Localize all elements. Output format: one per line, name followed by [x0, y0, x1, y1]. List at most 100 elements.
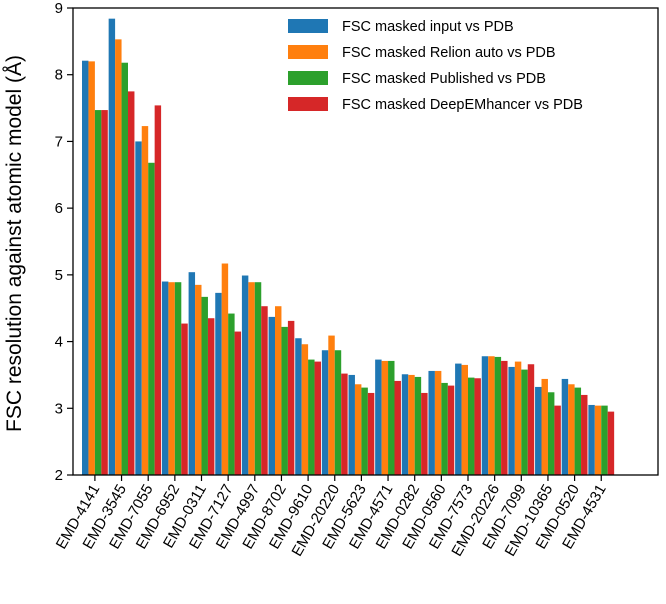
bar: [361, 387, 368, 475]
bar: [514, 361, 522, 475]
legend-label: FSC masked DeepEMhancer vs PDB: [342, 97, 583, 113]
bar: [581, 394, 588, 475]
y-tick-label: 2: [55, 467, 63, 484]
y-tick-label: 3: [55, 400, 63, 417]
bar: [561, 378, 569, 475]
bar: [275, 306, 282, 475]
bar: [308, 359, 315, 475]
bar: [115, 39, 122, 476]
bar: [474, 378, 481, 475]
bar: [488, 356, 495, 475]
legend-label: FSC masked Published vs PDB: [342, 71, 546, 87]
bar: [314, 361, 321, 475]
bar: [568, 384, 575, 475]
legend-swatch: [288, 97, 328, 111]
bar: [148, 162, 155, 475]
bar: [607, 411, 615, 475]
bar: [234, 331, 242, 475]
legend-label: FSC masked input vs PDB: [342, 19, 514, 35]
plot-frame: [72, 7, 659, 476]
bar: [481, 356, 489, 475]
bar: [101, 110, 108, 475]
bar: [447, 385, 455, 475]
bar: [508, 366, 515, 475]
y-tick-label: 9: [55, 0, 63, 17]
bar: [328, 335, 335, 475]
bar: [88, 61, 95, 476]
y-tick-label: 7: [55, 133, 63, 150]
bar: [588, 404, 595, 475]
y-tick-label: 4: [55, 334, 63, 351]
bar: [367, 392, 375, 475]
y-tick-label: 8: [55, 67, 63, 84]
legend: FSC masked input vs PDB FSC masked Relion…: [288, 19, 583, 113]
bar: [501, 360, 508, 475]
bar: [434, 370, 442, 475]
bar: [554, 405, 561, 475]
legend-swatch: [288, 19, 328, 33]
y-axis: 2 3 4 5 6 7 8 9: [55, 0, 73, 484]
bar: [354, 384, 362, 475]
bar: [108, 18, 116, 475]
bar: [421, 392, 428, 475]
bar: [394, 380, 401, 475]
bar: [295, 338, 302, 475]
bar: [261, 306, 268, 475]
bar: [241, 275, 249, 475]
bar: [535, 386, 542, 475]
bar: [201, 296, 208, 475]
bar: [527, 364, 535, 475]
bar: [287, 320, 295, 475]
bar: [161, 281, 169, 475]
bar: [154, 105, 162, 476]
bar: [268, 316, 275, 475]
legend-swatch: [288, 45, 328, 59]
bar: [388, 360, 395, 475]
bar: [221, 263, 229, 475]
bar: [381, 360, 389, 475]
bar: [601, 405, 608, 475]
bar: [321, 350, 329, 475]
bar: [141, 126, 149, 475]
bar: [281, 326, 288, 475]
bar: [248, 282, 255, 475]
bar: [468, 377, 475, 475]
bar: [441, 382, 448, 475]
bar: [128, 91, 135, 475]
bar: [301, 344, 309, 475]
bar: [521, 369, 528, 475]
x-axis: EMD-4141EMD-3545EMD-7055EMD-6952EMD-0311…: [53, 475, 610, 559]
bar: [541, 378, 548, 475]
bar: [348, 374, 355, 475]
y-tick-label: 5: [55, 267, 63, 284]
bar: [428, 370, 435, 475]
y-axis-label: FSC resolution against atomic model (Å): [3, 55, 26, 432]
bar: [207, 318, 215, 475]
bar: [254, 282, 262, 475]
legend-swatch: [288, 71, 328, 85]
bar: [181, 323, 188, 475]
bar: [401, 374, 409, 475]
bar: [494, 356, 502, 475]
bar: [174, 282, 182, 475]
bar: [82, 60, 89, 475]
bar: [195, 284, 202, 475]
bar: [188, 272, 196, 475]
bar: [121, 62, 128, 476]
bars-group: [82, 18, 615, 476]
bar: [168, 282, 175, 475]
bar: [414, 376, 422, 475]
bar: [461, 364, 468, 475]
bar: [135, 141, 142, 475]
bar: [594, 405, 602, 475]
bar: [375, 359, 382, 475]
bar: [228, 313, 235, 475]
bar: [455, 363, 462, 475]
bar: [547, 392, 555, 475]
bar: [215, 292, 222, 475]
bar: [574, 387, 582, 475]
bar: [341, 373, 348, 475]
bar: [334, 350, 342, 475]
